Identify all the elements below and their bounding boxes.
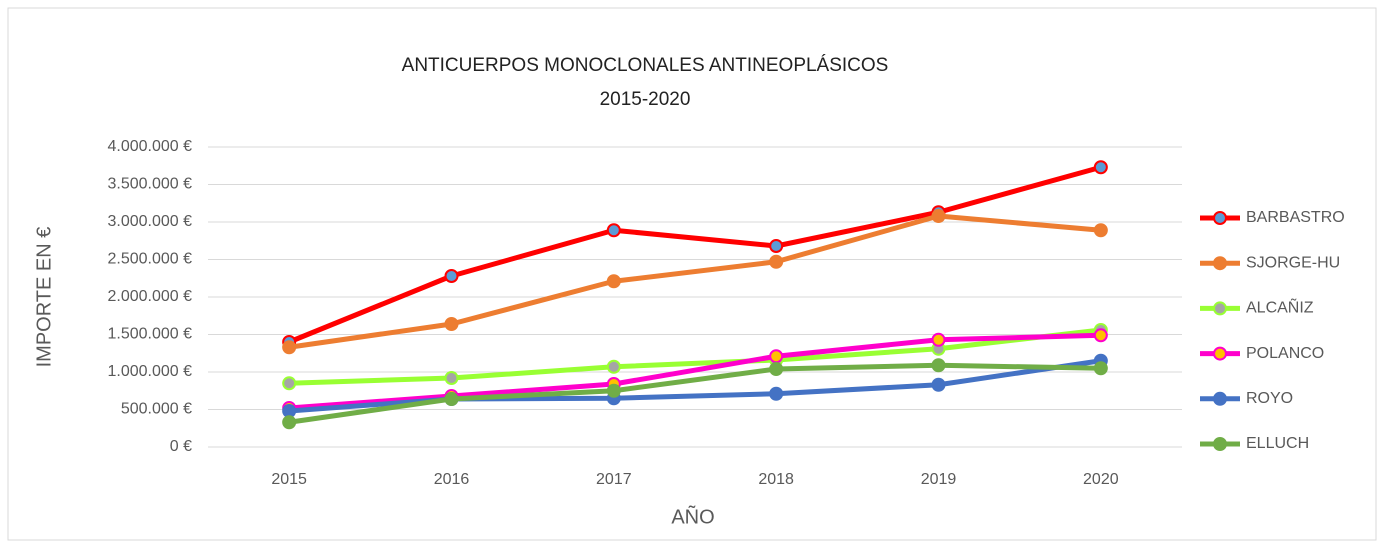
- legend-marker: [1213, 437, 1227, 451]
- x-tick-label: 2020: [1083, 471, 1119, 488]
- data-point: [769, 386, 784, 401]
- data-point: [282, 404, 297, 418]
- y-tick-label: 1.500.000 €: [107, 326, 192, 343]
- y-tick-label: 0 €: [170, 438, 192, 455]
- x-tick-label: 2016: [434, 471, 470, 488]
- data-point: [769, 362, 784, 376]
- y-tick-label: 4.000.000 €: [107, 138, 192, 155]
- data-point: [606, 274, 621, 289]
- data-point: [282, 415, 297, 430]
- data-point: [931, 358, 946, 373]
- data-point: [444, 392, 459, 406]
- y-tick-label: 500.000 €: [121, 401, 192, 418]
- series-line: [288, 213, 1102, 350]
- data-point: [769, 349, 784, 364]
- y-tick-label: 3.000.000 €: [107, 213, 192, 230]
- data-point: [606, 359, 621, 374]
- data-point: [1093, 223, 1108, 238]
- y-tick-label: 1.000.000 €: [107, 363, 192, 380]
- data-point: [1093, 160, 1108, 175]
- legend-marker: [1213, 211, 1227, 225]
- data-point: [1093, 361, 1108, 376]
- x-axis-title: AÑO: [671, 504, 714, 528]
- legend-label: ELLUCH: [1246, 435, 1309, 452]
- data-point: [769, 239, 784, 253]
- data-point: [931, 332, 946, 347]
- x-tick-label: 2017: [596, 471, 632, 488]
- data-point: [931, 377, 946, 392]
- data-point: [444, 269, 459, 283]
- y-tick-label: 2.500.000 €: [107, 251, 192, 268]
- series-line: [289, 327, 1102, 386]
- x-tick-label: 2018: [758, 471, 794, 488]
- y-tick-label: 3.500.000 €: [107, 176, 192, 193]
- data-point: [282, 376, 297, 391]
- data-point: [606, 223, 621, 238]
- data-point: [606, 383, 621, 398]
- x-tick-label: 2019: [921, 471, 957, 488]
- legend-marker: [1213, 256, 1227, 271]
- data-point: [931, 209, 946, 223]
- legend-marker: [1213, 301, 1227, 316]
- chart-subtitle: 2015-2020: [600, 89, 691, 110]
- data-point: [444, 371, 459, 385]
- data-point: [444, 317, 459, 331]
- legend-marker: [1213, 391, 1227, 406]
- legend-label: BARBASTRO: [1246, 209, 1345, 226]
- legend-label: SJORGE-HU: [1246, 254, 1340, 271]
- y-axis-title: IMPORTE EN €: [33, 227, 55, 368]
- y-tick-label: 2.000.000 €: [107, 288, 192, 305]
- data-point: [769, 254, 784, 269]
- legend-label: ALCAÑIZ: [1246, 297, 1314, 317]
- series-line: [288, 332, 1101, 411]
- chart-title: ANTICUERPOS MONOCLONALES ANTINEOPLÁSICOS: [402, 55, 889, 76]
- legend-marker: [1213, 346, 1227, 361]
- legend-label: ROYO: [1246, 390, 1293, 407]
- series-line: [288, 164, 1102, 345]
- legend-label: POLANCO: [1246, 345, 1324, 362]
- data-point: [282, 340, 297, 355]
- data-point: [1093, 328, 1108, 343]
- x-tick-label: 2015: [271, 471, 307, 488]
- series-line: [288, 362, 1101, 425]
